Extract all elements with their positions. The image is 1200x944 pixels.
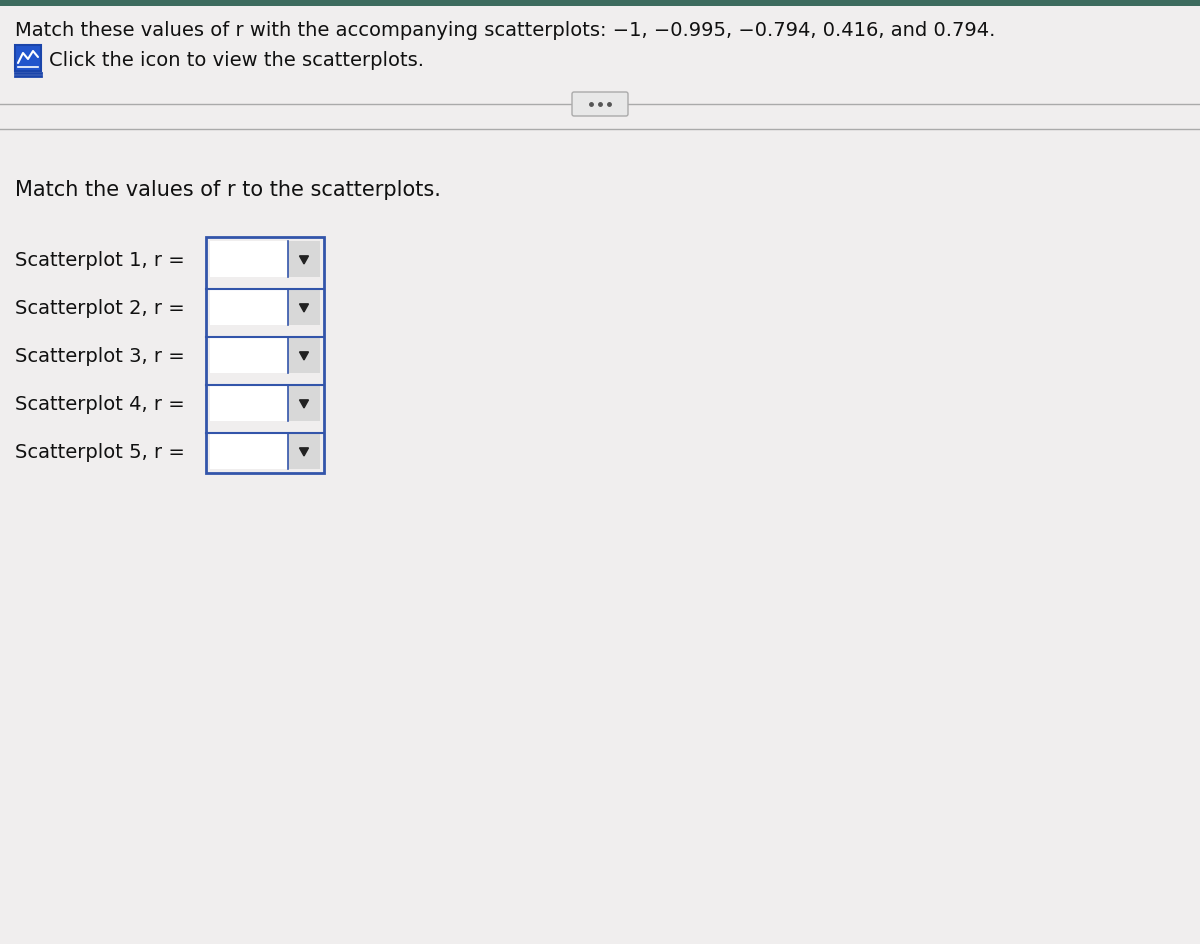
Bar <box>210 290 320 326</box>
Text: Scatterplot 2, r =: Scatterplot 2, r = <box>14 298 185 317</box>
Text: Scatterplot 3, r =: Scatterplot 3, r = <box>14 346 185 365</box>
FancyBboxPatch shape <box>572 93 628 117</box>
Bar <box>288 385 320 422</box>
Bar <box>288 242 320 278</box>
Polygon shape <box>300 400 308 409</box>
Text: Match the values of r to the scatterplots.: Match the values of r to the scatterplot… <box>14 179 440 200</box>
Polygon shape <box>300 305 308 312</box>
Text: Scatterplot 1, r =: Scatterplot 1, r = <box>14 250 185 269</box>
Text: Match these values of r with the accompanying scatterplots: −1, −0.995, −0.794, : Match these values of r with the accompa… <box>14 21 995 40</box>
Bar <box>288 433 320 469</box>
Bar <box>0 0 1200 7</box>
Polygon shape <box>300 352 308 361</box>
Text: Click the icon to view the scatterplots.: Click the icon to view the scatterplots. <box>49 50 424 70</box>
Bar <box>14 46 41 72</box>
Bar <box>206 238 324 474</box>
Bar <box>210 338 320 374</box>
Bar <box>288 290 320 326</box>
Polygon shape <box>300 257 308 264</box>
Text: Scatterplot 4, r =: Scatterplot 4, r = <box>14 394 185 413</box>
Polygon shape <box>300 448 308 457</box>
Bar <box>210 385 320 422</box>
Bar <box>210 433 320 469</box>
Bar <box>210 242 320 278</box>
Text: Scatterplot 5, r =: Scatterplot 5, r = <box>14 442 185 461</box>
Bar <box>288 338 320 374</box>
